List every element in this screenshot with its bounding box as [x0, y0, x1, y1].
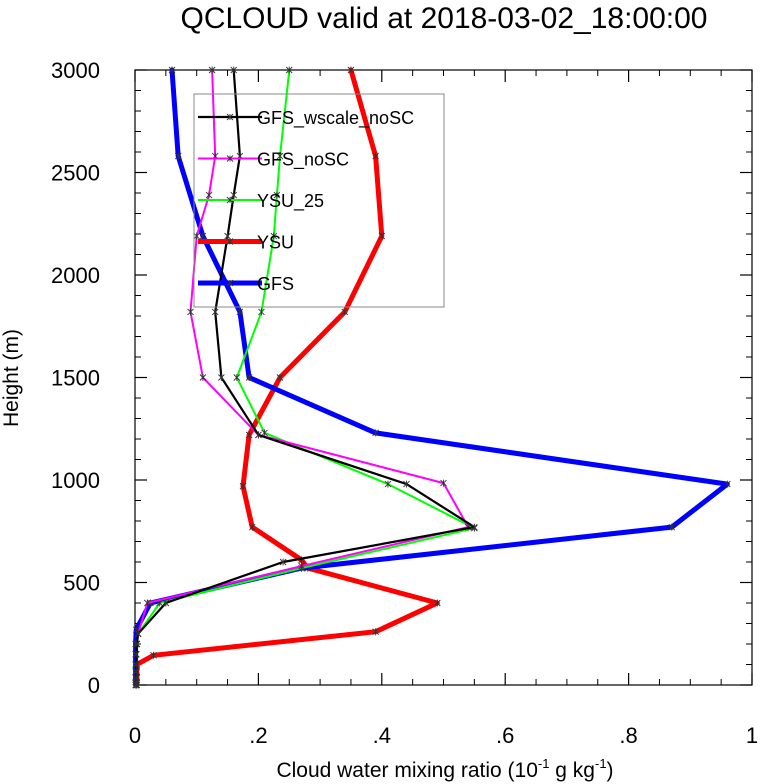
legend-label: YSU: [257, 233, 294, 253]
x-tick-label: .8: [619, 723, 637, 748]
series-point-gfs-wscale-nosc: [162, 599, 170, 607]
legend-label: GFS_wscale_noSC: [257, 108, 414, 129]
y-tick-label: 500: [63, 571, 100, 596]
x-tick-label: 1: [746, 723, 758, 748]
legend-item: GFS: [198, 274, 294, 294]
series-point-gfs-nosc: [199, 374, 207, 381]
series-point-gfs: [724, 480, 731, 488]
series-point-gfs-wscale-nosc: [255, 431, 262, 439]
series-point-ysu: [239, 482, 247, 490]
y-tick-label: 3000: [51, 58, 100, 83]
legend-marker: [226, 113, 234, 121]
series-point-gfs-wscale-nosc: [211, 308, 219, 316]
series-point-gfs-wscale-nosc: [132, 650, 140, 658]
legend-marker: [226, 196, 234, 204]
series-point-ysu: [347, 66, 355, 74]
legend-label: GFS: [257, 274, 294, 294]
legend-item: YSU: [198, 233, 294, 253]
legend-label: YSU_25: [257, 191, 324, 212]
y-tick-label: 2500: [51, 161, 100, 186]
series-point-gfs: [174, 152, 182, 160]
legend: GFS_wscale_noSC GFS_noSC YSU_25 YSU GFS: [193, 93, 445, 308]
legend-item: GFS_wscale_noSC: [198, 108, 414, 129]
series-point-gfs-nosc: [187, 308, 194, 316]
series-point-gfs-wscale-nosc: [224, 232, 231, 240]
series-point-gfs-wscale-nosc: [133, 640, 141, 648]
series-point-gfs-nosc: [193, 232, 201, 240]
legend-marker: [226, 155, 234, 162]
series-point-ysu-25: [384, 480, 392, 488]
series-point-ysu: [378, 232, 386, 240]
series-point-gfs-nosc: [440, 479, 447, 487]
series-point-gfs-nosc: [298, 562, 305, 570]
legend-label: GFS_noSC: [257, 150, 349, 171]
series-point-gfs-wscale-nosc: [279, 558, 287, 566]
series-point-gfs: [168, 66, 176, 74]
series-layer: [132, 66, 731, 689]
series-point-gfs-nosc: [205, 191, 213, 199]
series-point-ysu: [276, 374, 284, 381]
series-point-ysu: [372, 152, 379, 160]
legend-marker: [226, 279, 234, 287]
series-point-gfs-wscale-nosc: [218, 374, 225, 381]
x-tick-label: .6: [496, 723, 514, 748]
y-tick-label: 1000: [51, 468, 100, 493]
x-axis-label: Cloud water mixing ratio (10-1 g kg-1): [276, 756, 613, 782]
series-point-gfs-nosc: [144, 599, 151, 607]
series-point-ysu-25: [258, 308, 265, 316]
y-tick-label: 0: [88, 673, 100, 698]
series-point-ysu: [434, 599, 441, 607]
series-point-gfs-wscale-nosc: [230, 191, 238, 199]
x-axis: 0 .2 .4 .6 .8 1: [129, 70, 758, 748]
series-point-gfs-wscale-nosc: [471, 523, 478, 531]
chart-title: QCLOUD valid at 2018-03-02_18:00:00: [181, 2, 708, 35]
legend-item: YSU_25: [198, 191, 324, 212]
x-tick-label: .4: [373, 723, 391, 748]
series-line-gfs: [133, 67, 730, 688]
series-point-ysu: [248, 523, 256, 531]
series-point-ysu-25: [270, 232, 278, 240]
series-point-ysu: [341, 308, 349, 316]
x-tick-label: 0: [129, 723, 141, 748]
series-point-gfs: [372, 429, 379, 437]
y-tick-label: 2000: [51, 263, 100, 288]
series-point-gfs: [245, 374, 253, 381]
series-point-gfs-wscale-nosc: [132, 668, 140, 676]
series-point-ysu-25: [233, 374, 241, 381]
series-point-gfs-wscale-nosc: [134, 630, 142, 638]
series-point-gfs-wscale-nosc: [132, 674, 140, 682]
series-point-gfs: [668, 523, 676, 531]
series-point-ysu-25: [276, 152, 284, 160]
series-point-ysu-25: [261, 429, 268, 437]
series-point-gfs: [199, 232, 207, 240]
legend-item: GFS_noSC: [198, 150, 349, 171]
y-axis: 0 500 1000 1500 2000 2500 3000: [51, 58, 752, 698]
series-point-gfs-wscale-nosc: [403, 480, 410, 488]
series-point-ysu: [150, 651, 157, 659]
series-point-gfs-wscale-nosc: [230, 66, 238, 74]
y-tick-label: 1500: [51, 366, 100, 391]
series-point-gfs-nosc: [208, 66, 216, 74]
series-point-gfs: [236, 308, 244, 316]
legend-marker: [226, 238, 234, 245]
series-point-ysu: [372, 628, 379, 636]
x-tick-label: .2: [249, 723, 267, 748]
series-point-ysu-25: [273, 191, 281, 199]
series-point-gfs-wscale-nosc: [132, 661, 140, 668]
y-axis-label: Height (m): [0, 329, 23, 427]
legend-box: [193, 93, 445, 308]
series-point-ysu-25: [285, 66, 293, 74]
series-point-ysu: [245, 431, 253, 439]
